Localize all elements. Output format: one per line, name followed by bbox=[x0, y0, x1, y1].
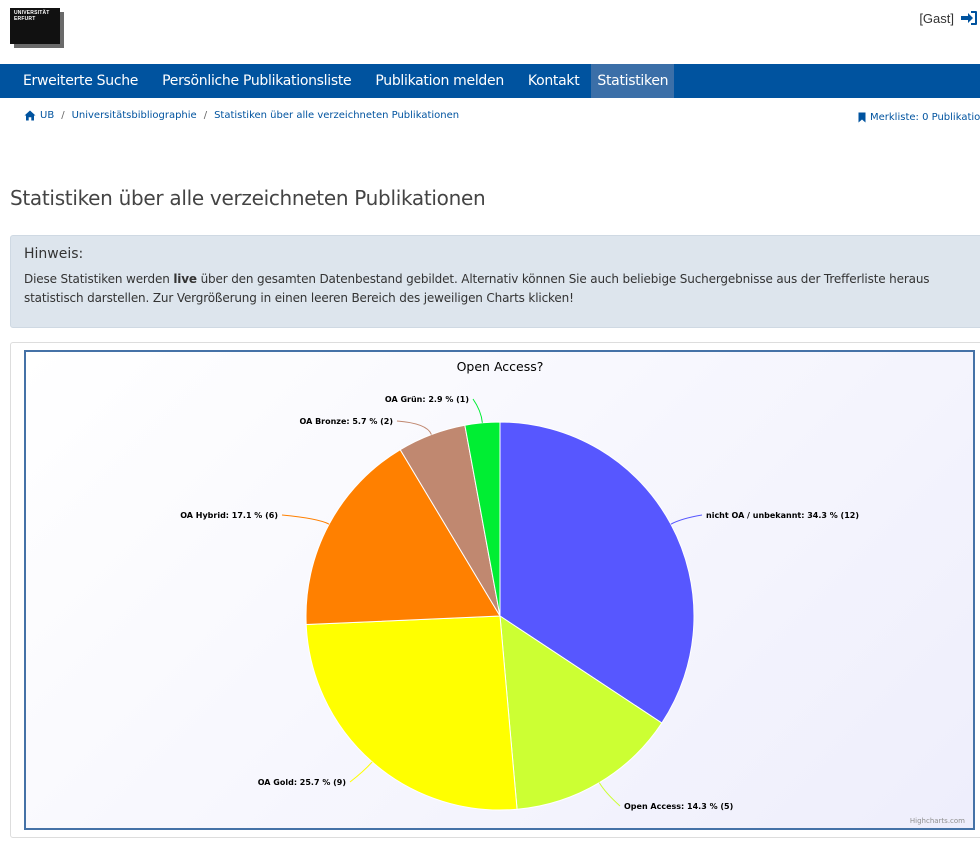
pie-label-4: OA Hybrid: 17.1 % (6) bbox=[180, 511, 278, 520]
pie-chart-svg[interactable]: Open Access? nicht OA / unbekannt: 34.3 %… bbox=[26, 352, 973, 828]
breadcrumb-unibibliographie[interactable]: Universitätsbibliographie bbox=[71, 110, 197, 121]
main-navigation: Erweiterte Suche Persönliche Publikation… bbox=[0, 64, 980, 98]
pie-label-6: OA Grün: 2.9 % (1) bbox=[385, 395, 469, 404]
pie-label-1: nicht OA / unbekannt: 34.3 % (12) bbox=[706, 511, 859, 520]
nav-item-erweiterte-suche[interactable]: Erweiterte Suche bbox=[23, 73, 139, 89]
bookmark-icon bbox=[858, 112, 866, 123]
logo-line2: ERFURT bbox=[14, 15, 36, 22]
pie-connector-5 bbox=[396, 420, 432, 435]
open-access-chart[interactable]: Open Access? nicht OA / unbekannt: 34.3 %… bbox=[24, 350, 975, 830]
logo-line1: UNIVERSITÄT bbox=[14, 10, 50, 16]
university-logo[interactable]: UNIVERSITÄT ERFURT bbox=[10, 8, 64, 48]
breadcrumb-separator: / bbox=[61, 110, 65, 121]
hint-text: Diese Statistiken werden live über den g… bbox=[24, 270, 971, 308]
merkliste-link[interactable]: Merkliste: 0 Publikatione bbox=[858, 112, 980, 123]
nav-item-publikation-melden[interactable]: Publikation melden bbox=[375, 73, 504, 89]
user-area: [Gast] bbox=[919, 10, 978, 26]
breadcrumb-current[interactable]: Statistiken über alle verzeichneten Publ… bbox=[214, 110, 460, 121]
pie-connector-6 bbox=[472, 398, 483, 423]
page-title: Statistiken über alle verzeichneten Publ… bbox=[10, 186, 486, 210]
pie-label-2: Open Access: 14.3 % (5) bbox=[624, 802, 733, 811]
login-icon[interactable] bbox=[960, 10, 978, 26]
hint-text-end: über den gesamten Datenbestand gebildet.… bbox=[24, 272, 930, 305]
pie-slice-2[interactable] bbox=[499, 615, 663, 810]
breadcrumb-ub[interactable]: UB bbox=[40, 110, 55, 121]
pie-connector-4 bbox=[281, 514, 330, 525]
pie-slice-3[interactable] bbox=[305, 615, 518, 811]
chart-credits[interactable]: Highcharts.com bbox=[909, 817, 965, 825]
breadcrumb-separator: / bbox=[203, 110, 208, 121]
nav-item-kontakt[interactable]: Kontakt bbox=[527, 73, 580, 89]
hint-text-start: Diese Statistiken werden bbox=[24, 272, 174, 286]
merkliste-label: Merkliste: 0 Publikatione bbox=[870, 112, 980, 123]
top-header: UNIVERSITÄT ERFURT [Gast] bbox=[0, 0, 980, 64]
home-icon[interactable] bbox=[24, 110, 36, 121]
logo-block: UNIVERSITÄT ERFURT bbox=[10, 8, 60, 44]
pie-label-5: OA Bronze: 5.7 % (2) bbox=[300, 417, 394, 426]
hint-text-bold: live bbox=[173, 272, 197, 286]
pie-slice-4[interactable] bbox=[305, 448, 501, 626]
guest-label: [Gast] bbox=[919, 10, 954, 26]
nav-item-statistiken[interactable]: Statistiken bbox=[591, 64, 675, 98]
hint-box: Hinweis: Diese Statistiken werden live ü… bbox=[10, 235, 980, 328]
pie-connector-2 bbox=[598, 782, 621, 807]
nav-item-publikationsliste[interactable]: Persönliche Publikationsliste bbox=[162, 73, 352, 89]
breadcrumb: UB / Universitätsbibliographie / Statist… bbox=[24, 110, 459, 121]
hint-title: Hinweis: bbox=[24, 246, 84, 262]
pie-label-3: OA Gold: 25.7 % (9) bbox=[258, 778, 346, 787]
chart-title: Open Access? bbox=[457, 359, 544, 374]
pie-connector-1 bbox=[670, 514, 703, 525]
pie-connector-3 bbox=[349, 761, 373, 783]
